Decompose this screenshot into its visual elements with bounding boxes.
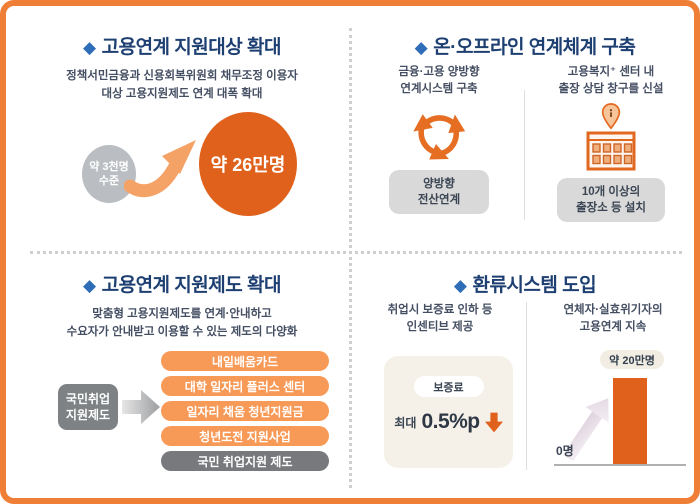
- description-line: 수요자가 안내받고 이용할 수 있는 제도의 다양화: [66, 325, 298, 338]
- column-text-line: 취업시 보증료 인하 등: [387, 304, 493, 316]
- column-text: 금융·고용 양방향 연계시스템 구축: [358, 64, 520, 99]
- column-text: 취업시 보증료 인하 등 인센티브 제공: [358, 302, 522, 337]
- chart-bar-20man: [613, 378, 647, 464]
- program-bar-label: 대학 일자리 플러스 센터: [184, 379, 306, 394]
- location-pin-icon: [601, 102, 621, 129]
- badge-line: 10개 이상의: [581, 185, 641, 198]
- description-line: 대상 고용지원제도 연계 대폭 확대: [101, 87, 263, 100]
- badge-label: 약 20만명: [609, 354, 655, 367]
- before-count-line: 수준: [98, 175, 120, 187]
- pill-label: 보증료: [433, 381, 464, 394]
- program-bar-label: 국민 취업지원 제도: [197, 454, 293, 469]
- section-title: ◆ 고용연계 지원대상 확대: [20, 32, 344, 59]
- description-line: 맞춤형 고용지원제도를 연계·안내하고: [92, 308, 272, 320]
- program-bar-label: 일자리 채움 청년지원금: [186, 404, 304, 419]
- chart-zero-label: 0명: [556, 444, 574, 458]
- column-text: 고용복지⁺ 센터 내 출장 상담 창구를 신설: [530, 64, 692, 99]
- program-bar: 내일배움카드: [161, 351, 329, 371]
- description-line: 정책서민금융과 신용회복위원회 채무조정 이용자: [66, 70, 298, 82]
- program-bar: 대학 일자리 플러스 센터: [161, 376, 329, 396]
- column-text-line: 고용연계 지속: [579, 321, 647, 334]
- column-text-line: 연체자·실효위기자의: [563, 304, 663, 316]
- bidirectional-label-badge: 양방향 전산연계: [389, 169, 489, 214]
- diamond-icon: ◆: [414, 38, 428, 57]
- program-bars: 내일배움카드 대학 일자리 플러스 센터 일자리 채움 청년지원금 청년도전 지…: [161, 351, 329, 476]
- column-employment-welfare-center: 고용복지⁺ 센터 내 출장 상담 창구를 신설 10개 이상의: [530, 64, 692, 222]
- recycle-icon: [413, 113, 466, 159]
- badge-line: 전산연계: [417, 193, 461, 206]
- national-employment-support-box: 국민취업 지원제도: [58, 384, 118, 430]
- section-support-target-expansion: ◆ 고용연계 지원대상 확대 정책서민금융과 신용회복위원회 채무조정 이용자 대…: [20, 16, 344, 248]
- chart-value-badge: 약 20만명: [600, 350, 664, 369]
- source-box-line: 지원제도: [65, 408, 111, 422]
- fee-reduction-value: 최대 0.5%p: [384, 410, 513, 434]
- section-feedback-system: ◆ 환류시스템 도입 취업시 보증료 인하 등 인센티브 제공 보증료 최대 0.…: [358, 256, 692, 486]
- guarantee-fee-card: 보증료 최대 0.5%p: [384, 356, 513, 468]
- column-text-line: 인센티브 제공: [406, 321, 474, 334]
- program-bar: 국민 취업지원 제도: [161, 451, 329, 471]
- column-divider: [526, 302, 527, 470]
- program-bar-label: 내일배움카드: [211, 354, 279, 369]
- down-arrow-icon: [484, 412, 503, 432]
- block-arrow-right-icon: [122, 390, 160, 424]
- before-count-circle: 약 3천명 수준: [82, 145, 136, 203]
- value-number: 0.5%p: [421, 410, 480, 433]
- section-description: 정책서민금융과 신용회복위원회 채무조정 이용자 대상 고용지원제도 연계 대폭…: [20, 68, 344, 104]
- before-count-line: 약 3천명: [89, 160, 129, 173]
- section-description: 맞춤형 고용지원제도를 연계·안내하고 수요자가 안내받고 이용할 수 있는 제…: [20, 306, 344, 342]
- badge-line: 출장소 등 설치: [576, 201, 646, 214]
- horizontal-dotted-divider: [30, 251, 682, 254]
- curved-growth-arrow-icon: [124, 140, 196, 197]
- section-title: ◆ 온·오프라인 연계체계 구축: [358, 32, 692, 59]
- source-box-line: 국민취업: [65, 391, 111, 406]
- program-bar-label: 청년도전 지원사업: [199, 429, 291, 444]
- diamond-icon: ◆: [83, 276, 96, 295]
- column-text-line: 금융·고용 양방향: [398, 66, 480, 78]
- chart-baseline: [554, 464, 686, 466]
- building-icon: [586, 131, 636, 170]
- growth-arrow-icon: [563, 398, 609, 462]
- section-title: ◆ 고용연계 지원제도 확대: [20, 270, 344, 297]
- section-title-text: 고용연계 지원대상 확대: [101, 37, 282, 58]
- section-title-text: 온·오프라인 연계체계 구축: [433, 37, 636, 58]
- program-bar: 청년도전 지원사업: [161, 426, 329, 446]
- badge-line: 양방향: [423, 177, 455, 190]
- column-text-line: 출장 상담 창구를 신설: [558, 83, 664, 96]
- branch-offices-badge: 10개 이상의 출장소 등 설치: [557, 177, 665, 222]
- section-title-text: 환류시스템 도입: [472, 275, 597, 296]
- section-support-programs-expansion: ◆ 고용연계 지원제도 확대 맞춤형 고용지원제도를 연계·안내하고 수요자가 안…: [20, 256, 344, 486]
- column-divider: [524, 90, 525, 220]
- guarantee-fee-pill: 보증료: [413, 376, 484, 397]
- column-bidirectional-system: 금융·고용 양방향 연계시스템 구축: [358, 64, 520, 214]
- after-count-circle: 약 26만명: [199, 112, 297, 216]
- section-online-offline-system: ◆ 온·오프라인 연계체계 구축 금융·고용 양방향 연계시스템 구축: [358, 16, 692, 248]
- column-text-line: 고용복지⁺ 센터 내: [567, 66, 655, 78]
- after-count-label: 약 26만명: [210, 155, 286, 175]
- column-delinquents: 연체자·실효위기자의 고용연계 지속: [534, 302, 692, 337]
- vertical-dotted-divider: [349, 28, 352, 488]
- column-text-line: 연계시스템 구축: [400, 83, 478, 96]
- column-text: 연체자·실효위기자의 고용연계 지속: [534, 302, 692, 337]
- program-bar: 일자리 채움 청년지원금: [161, 401, 329, 421]
- section-title: ◆ 환류시스템 도입: [358, 270, 692, 297]
- diamond-icon: ◆: [453, 276, 467, 295]
- diamond-icon: ◆: [83, 38, 96, 57]
- section-title-text: 고용연계 지원제도 확대: [101, 275, 282, 296]
- value-prefix: 최대: [394, 415, 417, 430]
- column-incentive: 취업시 보증료 인하 등 인센티브 제공: [358, 302, 522, 337]
